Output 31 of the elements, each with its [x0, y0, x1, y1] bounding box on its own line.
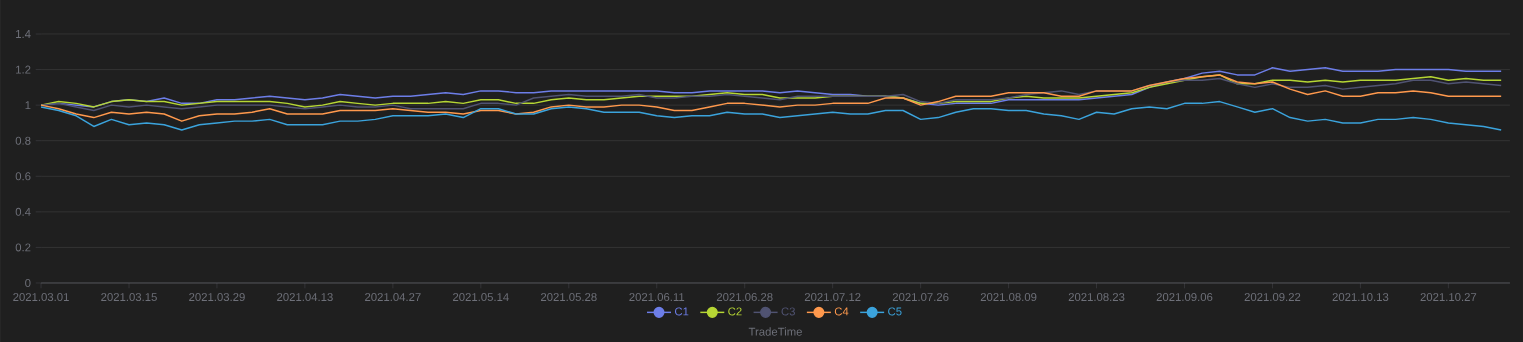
x-tick-label: 2021.07.12 — [804, 293, 861, 302]
legend-label: C3 — [781, 307, 795, 316]
x-tick-label: 2021.03.29 — [189, 293, 245, 302]
x-tick-label: 2021.10.13 — [1332, 293, 1389, 302]
y-tick-label: 0.4 — [15, 207, 31, 216]
x-tick-label: 2021.09.22 — [1244, 293, 1301, 302]
x-tick-label: 2021.03.01 — [13, 293, 69, 302]
x-axis-title: TradeTime — [748, 327, 802, 336]
x-tick-label: 2021.05.28 — [540, 293, 597, 302]
x-tick-label: 2021.07.26 — [892, 293, 949, 302]
legend-label: C5 — [888, 307, 902, 316]
legend-label: C1 — [674, 307, 689, 316]
y-tick-label: 0 — [25, 278, 31, 287]
x-tick-label: 2021.10.27 — [1420, 293, 1477, 302]
y-tick-label: 0.8 — [15, 136, 31, 145]
x-tick-label: 2021.04.27 — [365, 293, 421, 302]
legend-label: C4 — [834, 307, 849, 316]
y-tick-label: 0.2 — [15, 243, 31, 252]
y-tick-label: 1 — [25, 101, 31, 110]
x-tick-label: 2021.05.14 — [453, 293, 509, 302]
x-tick-label: 2021.08.23 — [1068, 293, 1125, 302]
legend-label: C2 — [728, 307, 742, 316]
x-tick-label: 2021.09.06 — [1156, 293, 1213, 302]
y-tick-label: 0.6 — [15, 172, 31, 181]
x-tick-label: 2021.06.28 — [716, 293, 773, 302]
x-tick-label: 2021.03.15 — [101, 293, 157, 302]
y-tick-label: 1.2 — [16, 65, 31, 74]
x-tick-label: 2021.04.13 — [277, 293, 333, 302]
x-tick-label: 2021.08.09 — [980, 293, 1037, 302]
x-tick-label: 2021.06.11 — [629, 293, 685, 302]
y-tick-label: 1.4 — [16, 30, 31, 38]
